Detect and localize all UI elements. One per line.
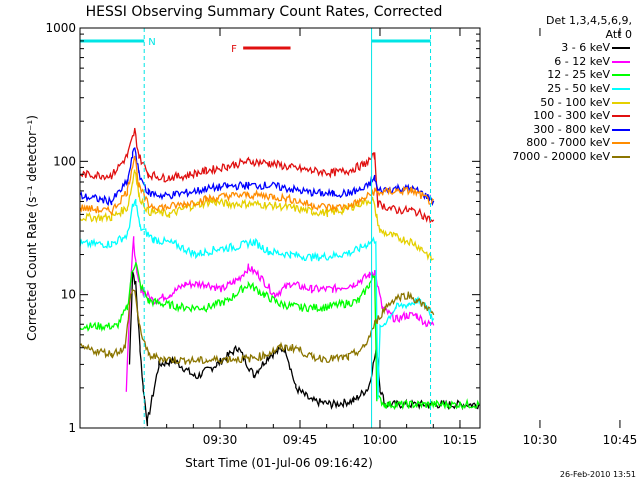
series-8 [79, 289, 435, 366]
legend-item: 100 - 300 keV [482, 109, 632, 123]
y-axis-label: Corrected Count Rate (s⁻¹ detector⁻¹) [25, 115, 39, 341]
legend-swatch [612, 115, 630, 118]
legend-item: 300 - 800 keV [482, 123, 632, 137]
legend-swatch [612, 47, 630, 50]
series-line [79, 262, 481, 411]
legend-detector-line-2: Att 0 [605, 27, 632, 41]
y-tick-label: 10 [61, 288, 76, 302]
legend-item: 3 - 6 keV [482, 41, 632, 55]
legend-label: 25 - 50 keV [547, 81, 610, 95]
legend-item: 6 - 12 keV [482, 55, 632, 69]
legend-swatch [612, 60, 630, 63]
legend-swatch [612, 87, 630, 90]
legend-detector-line-1: Det 1,3,4,5,6,9, [545, 14, 632, 27]
legend-swatch [612, 142, 630, 145]
axes-layer: 09:30 09:45 10:00 10:15 10:30 10:45 1 10 100 1000 [45, 21, 637, 447]
series-line [79, 127, 435, 224]
y-tick-label: 1 [68, 421, 76, 435]
x-tick-label: 10:30 [523, 433, 558, 447]
series-line [79, 155, 435, 216]
legend-item: 12 - 25 keV [482, 68, 632, 82]
legend-swatch [612, 74, 630, 77]
series-line [79, 289, 435, 366]
legend-item: 800 - 7000 keV [482, 136, 632, 150]
legend: Det 1,3,4,5,6,9, Att 0 3 - 6 keV 6 - 12 … [482, 14, 632, 164]
flag-F: F [231, 44, 291, 55]
legend-item: 50 - 100 keV [482, 96, 632, 110]
series-line [79, 147, 435, 207]
legend-item: 7000 - 20000 keV [482, 150, 632, 164]
series-1 [125, 236, 435, 392]
legend-label: 100 - 300 keV [533, 109, 610, 123]
x-tick-label: 10:00 [363, 433, 398, 447]
chart-title: HESSI Observing Summary Count Rates, Cor… [86, 4, 443, 20]
legend-swatch [612, 128, 630, 131]
flag-label: F [231, 44, 237, 55]
series-6 [79, 147, 435, 207]
y-tick-label: 1000 [45, 21, 76, 35]
plot-frame [79, 27, 481, 429]
legend-label: 7000 - 20000 keV [512, 149, 610, 163]
legend-label: 50 - 100 keV [540, 95, 610, 109]
legend-label: 800 - 7000 keV [526, 136, 610, 150]
legend-label: 6 - 12 keV [554, 54, 610, 68]
series-line [125, 236, 435, 392]
series-line [79, 169, 434, 261]
flag-label: N [148, 37, 155, 48]
x-tick-label: 10:45 [603, 433, 638, 447]
legend-label: 3 - 6 keV [561, 41, 610, 55]
series-4 [79, 169, 434, 261]
timestamp: 26-Feb-2010 13:51 [560, 470, 636, 479]
legend-label: 12 - 25 keV [547, 68, 610, 82]
x-tick-label: 10:15 [443, 433, 478, 447]
legend-swatch [612, 155, 630, 158]
series-layer [79, 127, 481, 427]
x-tick-label: 09:45 [283, 433, 318, 447]
x-axis-label: Start Time (01-Jul-06 09:16:42) [185, 456, 373, 470]
legend-swatch [612, 101, 630, 104]
y-tick-label: 100 [53, 154, 76, 168]
series-2 [79, 262, 481, 411]
x-tick-label: 09:30 [203, 433, 238, 447]
series-5 [79, 127, 435, 224]
legend-item: 25 - 50 keV [482, 82, 632, 96]
legend-label: 300 - 800 keV [533, 122, 610, 136]
series-7 [79, 155, 435, 216]
